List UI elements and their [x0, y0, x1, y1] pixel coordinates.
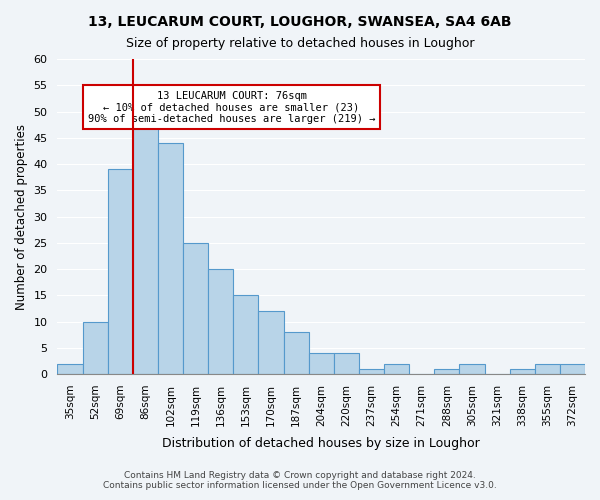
Bar — [460, 364, 485, 374]
Bar — [259, 311, 284, 374]
Bar — [509, 369, 535, 374]
Bar — [133, 112, 158, 374]
Bar — [308, 353, 334, 374]
Bar — [158, 143, 183, 374]
Bar — [107, 170, 133, 374]
Text: Contains HM Land Registry data © Crown copyright and database right 2024.
Contai: Contains HM Land Registry data © Crown c… — [103, 470, 497, 490]
Bar — [183, 243, 208, 374]
Bar — [434, 369, 460, 374]
Bar — [384, 364, 409, 374]
Bar — [58, 364, 83, 374]
Bar — [535, 364, 560, 374]
Bar — [83, 322, 107, 374]
Bar — [334, 353, 359, 374]
Bar — [284, 332, 308, 374]
Y-axis label: Number of detached properties: Number of detached properties — [15, 124, 28, 310]
Bar — [208, 269, 233, 374]
Bar — [359, 369, 384, 374]
X-axis label: Distribution of detached houses by size in Loughor: Distribution of detached houses by size … — [163, 437, 480, 450]
Bar — [560, 364, 585, 374]
Bar — [233, 296, 259, 374]
Text: 13 LEUCARUM COURT: 76sqm
← 10% of detached houses are smaller (23)
90% of semi-d: 13 LEUCARUM COURT: 76sqm ← 10% of detach… — [88, 90, 375, 124]
Text: 13, LEUCARUM COURT, LOUGHOR, SWANSEA, SA4 6AB: 13, LEUCARUM COURT, LOUGHOR, SWANSEA, SA… — [88, 15, 512, 29]
Text: Size of property relative to detached houses in Loughor: Size of property relative to detached ho… — [126, 38, 474, 51]
